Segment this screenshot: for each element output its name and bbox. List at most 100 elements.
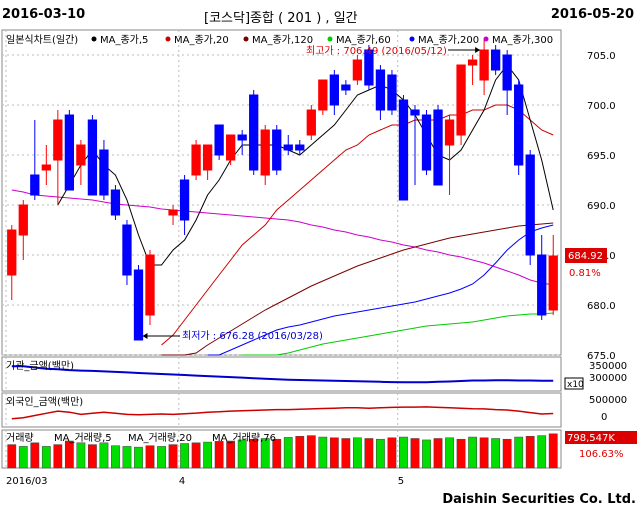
candle-up xyxy=(76,144,86,166)
candle-down xyxy=(502,54,512,91)
volume-bar xyxy=(249,438,259,469)
volume-bar xyxy=(99,442,109,469)
y-tick-label: 695.0 xyxy=(587,151,616,162)
candle-down xyxy=(490,49,501,71)
foreign-line xyxy=(11,406,554,420)
legend-item: MA_종가,5 xyxy=(100,34,148,46)
candle-down xyxy=(329,74,339,106)
candle-up xyxy=(456,64,466,136)
candle-down xyxy=(87,119,98,196)
legend-marker xyxy=(327,36,333,42)
volume-bar xyxy=(364,438,374,469)
volume-bar xyxy=(7,444,17,469)
volume-bar xyxy=(329,437,339,469)
candle-down xyxy=(375,69,386,111)
ma5-line xyxy=(57,64,554,266)
institution-tick: 350000 xyxy=(589,361,627,372)
volume-bar xyxy=(306,435,316,469)
legend-marker xyxy=(165,36,171,42)
x-tick-label: 4 xyxy=(179,476,185,487)
volume-bar xyxy=(191,442,201,469)
candle-down xyxy=(179,179,190,221)
ma20-line xyxy=(161,104,554,346)
chart-footer: Daishin Securities Co. Ltd. xyxy=(0,488,640,512)
high-annotation: 최고가 : 706.49 (2016/05/12) xyxy=(306,45,447,57)
foreign-tick: 0 xyxy=(601,412,607,423)
volume-bar xyxy=(122,446,132,469)
volume-bar xyxy=(157,446,166,469)
institution-tick: 300000 xyxy=(589,373,627,384)
volume-bar xyxy=(387,437,397,469)
ma60-line xyxy=(207,224,554,356)
candle-down xyxy=(421,114,432,171)
volume-bar xyxy=(433,438,443,469)
institution-label: 기관_금액(백만) xyxy=(6,360,74,372)
volume-bar xyxy=(64,440,74,469)
current-value: 684.92 xyxy=(568,251,603,262)
candle-down xyxy=(387,74,397,111)
candle-down xyxy=(110,189,121,216)
volume-bar xyxy=(237,439,247,469)
candle-up xyxy=(467,59,478,66)
volume-bar xyxy=(502,438,512,469)
candle-up xyxy=(53,119,63,161)
y-tick-label: 680.0 xyxy=(587,301,616,312)
candle-down xyxy=(433,109,443,186)
candle-up xyxy=(191,144,201,176)
x-tick-label: 2016/03 xyxy=(6,476,48,487)
main-panel-border xyxy=(1,29,562,356)
legend-marker xyxy=(243,36,249,42)
ma120-line xyxy=(161,222,554,356)
volume-bar xyxy=(341,438,351,469)
candle-up xyxy=(479,49,489,81)
institution-line xyxy=(11,365,554,384)
candle-up xyxy=(352,59,363,81)
y-tick-label: 675.0 xyxy=(587,351,616,362)
candle-down xyxy=(272,129,282,171)
legend-item: MA_종가,200 xyxy=(418,34,479,46)
volume-bar xyxy=(283,437,293,469)
y-tick-label: 690.0 xyxy=(587,201,616,212)
candle-up xyxy=(260,129,270,176)
volume-bar xyxy=(76,442,86,469)
ma300-line xyxy=(11,189,554,286)
chart-title: [코스닥]종합 ( 201 ) , 일간 xyxy=(204,11,358,26)
volume-bar xyxy=(525,436,535,469)
volume-bar xyxy=(479,437,489,469)
legend-marker xyxy=(483,36,489,42)
candle-down xyxy=(64,114,75,191)
candle-up xyxy=(168,209,178,216)
low-annotation: 최저가 : 676.28 (2016/03/28) xyxy=(182,330,323,342)
volume-bar xyxy=(145,445,155,469)
candle-down xyxy=(525,154,535,256)
volume-bar xyxy=(180,443,189,469)
volume-bar xyxy=(376,438,385,469)
candle-up xyxy=(226,134,236,161)
volume-bar xyxy=(318,436,328,469)
volume-bar xyxy=(468,436,477,469)
ma200-line xyxy=(242,312,554,356)
chart-header: 2016-03-10 [코스닥]종합 ( 201 ) , 일간 2016-05-… xyxy=(0,0,640,30)
volume-bar xyxy=(30,442,40,469)
multiplier-box xyxy=(564,377,584,390)
volume-bar xyxy=(491,438,501,469)
volume-bar xyxy=(226,440,236,469)
y-tick-label: 700.0 xyxy=(587,101,616,112)
institution-panel-border xyxy=(1,356,562,392)
volume-bar xyxy=(111,445,120,469)
volume-bar xyxy=(260,438,270,469)
volume-bar xyxy=(399,436,408,469)
volume-bar xyxy=(214,441,224,469)
legend-item: MA_종가,20 xyxy=(174,34,229,46)
candle-up xyxy=(18,204,28,236)
volume-legend-item: MA_거래량,20 xyxy=(128,432,192,444)
volume-bar xyxy=(53,444,63,469)
legend-item: MA_종가,300 xyxy=(492,34,553,46)
candle-up xyxy=(145,254,155,316)
low-arrowhead xyxy=(142,333,148,339)
volume-current-change: 106.63% xyxy=(579,449,624,460)
candle-up xyxy=(318,79,328,111)
candle-down xyxy=(295,144,305,151)
volume-bar xyxy=(88,444,97,469)
